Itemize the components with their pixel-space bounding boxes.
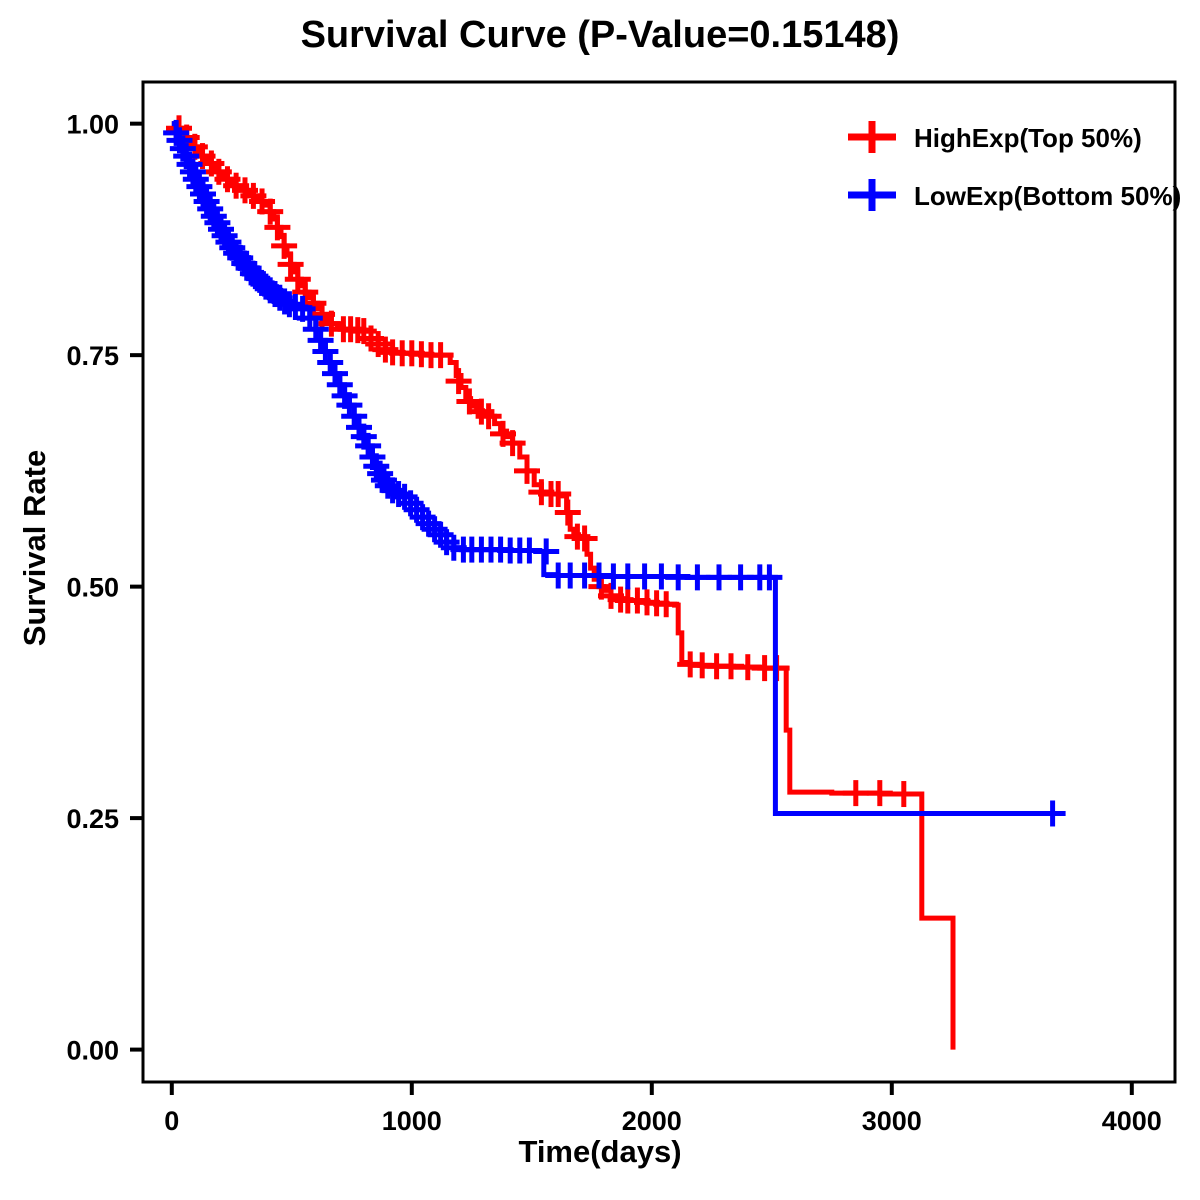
censor-plus-marker bbox=[276, 291, 303, 318]
legend-plus-marker bbox=[848, 179, 896, 211]
x-tick-label: 4000 bbox=[1102, 1106, 1162, 1136]
y-tick-label: 1.00 bbox=[66, 110, 119, 140]
legend-entry[interactable]: LowExp(Bottom 50%) bbox=[848, 179, 1181, 211]
y-tick-label: 0.75 bbox=[66, 341, 119, 371]
series-lowexp bbox=[163, 119, 1066, 827]
legend-label: LowExp(Bottom 50%) bbox=[914, 181, 1181, 211]
censor-plus-marker bbox=[271, 232, 298, 259]
censor-plus-marker bbox=[445, 368, 472, 395]
censor-plus-marker bbox=[756, 564, 783, 591]
censor-plus-marker bbox=[421, 516, 448, 543]
plot-border bbox=[141, 80, 1177, 1084]
censor-plus-marker bbox=[427, 342, 454, 369]
censor-plus-marker bbox=[533, 538, 560, 565]
censor-plus-marker bbox=[277, 251, 304, 278]
censor-plus-marker bbox=[842, 780, 869, 807]
censor-plus-marker bbox=[890, 781, 917, 808]
legend-plus-marker bbox=[848, 121, 896, 153]
censor-plus-marker bbox=[866, 780, 893, 807]
x-tick-label: 3000 bbox=[862, 1106, 922, 1136]
x-tick-label: 1000 bbox=[382, 1106, 442, 1136]
series-layer bbox=[163, 115, 1066, 1050]
censor-plus-marker bbox=[554, 499, 581, 526]
legend-label: HighExp(Top 50%) bbox=[914, 123, 1142, 153]
censor-plus-marker bbox=[318, 310, 345, 337]
y-tick-label: 0.00 bbox=[66, 1036, 119, 1066]
censor-plus-marker bbox=[264, 214, 291, 241]
censor-plus-marker bbox=[571, 525, 598, 552]
page-title: Survival Curve (P-Value=0.15148) bbox=[300, 14, 900, 56]
series-highexp bbox=[166, 115, 956, 1050]
censor-plus-marker bbox=[475, 403, 502, 430]
y-tick-label: 0.50 bbox=[66, 573, 119, 603]
censor-plus-marker bbox=[545, 481, 572, 508]
x-tick-label: 2000 bbox=[622, 1106, 682, 1136]
censor-plus-marker bbox=[1039, 800, 1066, 827]
censor-plus-marker bbox=[499, 430, 526, 457]
axes-layer: 0 1000 2000 3000 4000 0.00 0.25 0.50 0.75 1.00 bbox=[66, 80, 1177, 1136]
censor-plus-marker bbox=[257, 198, 284, 225]
censor-plus-marker bbox=[514, 457, 540, 484]
step-line bbox=[171, 121, 1053, 816]
y-tick-label: 0.25 bbox=[66, 804, 119, 834]
legend-entry[interactable]: HighExp(Top 50%) bbox=[848, 121, 1142, 153]
legend-layer: HighExp(Top 50%) LowExp(Bottom 50%) bbox=[848, 121, 1181, 211]
x-tick-label: 0 bbox=[164, 1106, 179, 1136]
x-axis-label: Time(days) bbox=[518, 1134, 682, 1169]
censor-plus-marker bbox=[653, 591, 680, 618]
